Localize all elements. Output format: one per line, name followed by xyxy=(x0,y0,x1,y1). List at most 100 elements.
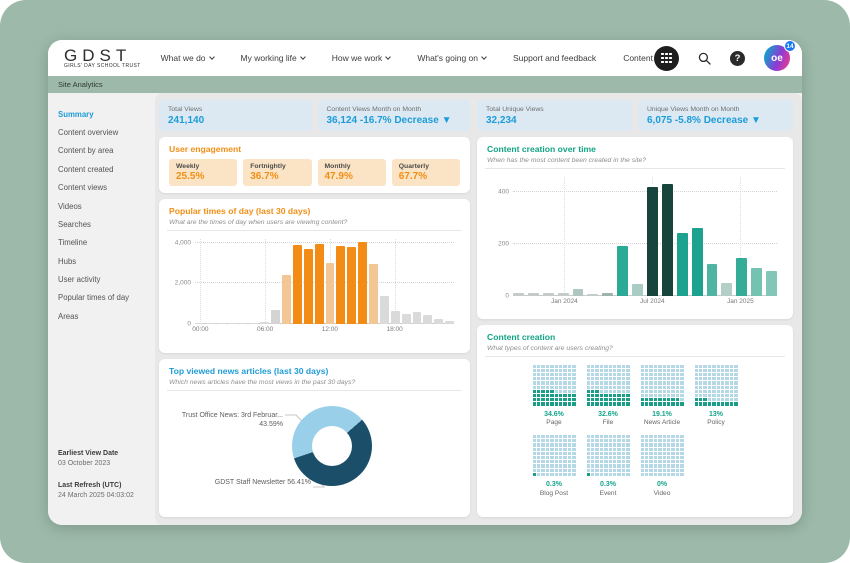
bar-02-00[interactable] xyxy=(216,322,226,324)
bar-13-00[interactable] xyxy=(336,246,346,324)
waffle-cell xyxy=(586,460,590,464)
gdst-logo[interactable]: GDST GIRLS' DAY SCHOOL TRUST xyxy=(64,47,141,69)
bar-jul-2024[interactable] xyxy=(647,186,658,296)
bar-aug-2024[interactable] xyxy=(661,184,673,296)
tile-value: 36.7% xyxy=(250,171,279,182)
sidebar-item-user-activity[interactable]: User activity xyxy=(58,275,101,285)
waffle-cell xyxy=(532,393,536,398)
bar-03-00[interactable] xyxy=(227,322,237,324)
bar-18-00[interactable] xyxy=(390,311,400,324)
bar-jan-2024[interactable] xyxy=(557,292,569,296)
bar-14-00[interactable] xyxy=(347,246,357,324)
waffle-cell xyxy=(608,456,612,460)
waffle-cell xyxy=(644,443,649,447)
bar-10-00[interactable] xyxy=(303,248,313,324)
bar-16-00[interactable] xyxy=(369,263,378,324)
waffle-cell xyxy=(541,377,545,381)
sidebar-item-searches[interactable]: Searches xyxy=(58,219,91,229)
bar-23-00[interactable] xyxy=(445,321,454,324)
bar-20-00[interactable] xyxy=(412,312,422,324)
sidebar-item-popular-times-of-day[interactable]: Popular times of day xyxy=(58,293,130,303)
sidebar-item-content-views[interactable]: Content views xyxy=(58,183,107,193)
bar-01-00[interactable] xyxy=(205,322,215,324)
help-button[interactable]: ? xyxy=(730,50,745,66)
bar-dec-2023[interactable] xyxy=(542,293,554,296)
bar-11-00[interactable] xyxy=(314,243,324,324)
bar-06-00[interactable] xyxy=(260,321,270,324)
waffle-blog-post[interactable]: 0.3% Blog Post xyxy=(531,435,578,497)
waffle-file[interactable]: 32.6% File xyxy=(585,364,632,426)
bar-22-00[interactable] xyxy=(434,319,444,324)
bar-00-00[interactable] xyxy=(195,322,204,324)
bar-19-00[interactable] xyxy=(401,313,411,324)
bar-mar-2024[interactable] xyxy=(587,294,599,296)
waffle-cell xyxy=(545,381,550,385)
bar-08-00[interactable] xyxy=(282,274,291,324)
bar-oct-2023[interactable] xyxy=(513,293,524,296)
bar-jan-2025[interactable] xyxy=(736,258,748,296)
bar-dec-2024[interactable] xyxy=(721,282,733,296)
sidebar-item-areas[interactable]: Areas xyxy=(58,311,79,321)
sidebar-item-timeline[interactable]: Timeline xyxy=(58,238,88,248)
waffle-cell xyxy=(595,368,599,372)
waffle-cell xyxy=(541,464,545,468)
nav-item-my-working-life[interactable]: My working life xyxy=(241,53,306,63)
waffle-news-article[interactable]: 19.1% News Article xyxy=(639,364,686,426)
bar-feb-2025[interactable] xyxy=(751,268,763,296)
waffle-cell xyxy=(658,364,662,368)
sidebar-item-content-by-area[interactable]: Content by area xyxy=(58,146,114,156)
bar-feb-2024[interactable] xyxy=(572,289,584,296)
kpi-card-unique-views-month-on-month: Unique Views Month on Month 6,075 -5.8% D… xyxy=(638,100,793,131)
sidebar-item-content-overview[interactable]: Content overview xyxy=(58,128,119,138)
waffle-cell xyxy=(558,472,563,476)
sidebar-item-hubs[interactable]: Hubs xyxy=(58,256,77,266)
waffle-cell xyxy=(725,398,729,402)
sidebar-item-content-created[interactable]: Content created xyxy=(58,164,114,174)
nav-item-what-s-going-on[interactable]: What's going on xyxy=(417,53,487,63)
waffle-cell xyxy=(671,464,675,468)
bar-05-00[interactable] xyxy=(249,322,259,324)
bar-15-00[interactable] xyxy=(358,241,367,324)
waffle-cell xyxy=(595,464,599,468)
waffle-cell xyxy=(545,377,550,381)
sidebar-item-videos[interactable]: Videos xyxy=(58,201,82,211)
avatar[interactable]: oe 14 xyxy=(764,40,796,71)
bar-nov-2023[interactable] xyxy=(527,293,539,296)
bar-apr-2024[interactable] xyxy=(602,292,614,296)
waffle-cell xyxy=(707,377,712,381)
bar-09-00[interactable] xyxy=(292,244,302,324)
nav-item-content-co[interactable]: Content Co xyxy=(623,53,662,63)
divider xyxy=(167,229,462,231)
nav-item-support-and-feedback[interactable]: Support and feedback xyxy=(513,53,596,63)
waffle-video[interactable]: 0% Video xyxy=(639,435,686,497)
waffle-cell xyxy=(698,385,703,389)
bar-mar-2025[interactable] xyxy=(766,270,778,296)
bar-sep-2024[interactable] xyxy=(676,233,688,296)
bar-17-00[interactable] xyxy=(379,296,389,324)
waffle-cell xyxy=(729,393,734,398)
app-launcher-button[interactable] xyxy=(654,45,679,71)
donut-chart[interactable] xyxy=(292,405,372,486)
waffle-page[interactable]: 34.6% Page xyxy=(531,364,578,426)
waffle-label: Event xyxy=(599,489,617,497)
bar-nov-2024[interactable] xyxy=(706,264,718,296)
waffle-cell xyxy=(550,393,554,398)
bar-21-00[interactable] xyxy=(423,315,433,324)
waffle-cell xyxy=(640,443,644,447)
waffle-cell xyxy=(626,447,630,451)
bar-oct-2024[interactable] xyxy=(691,228,703,296)
waffle-event[interactable]: 0.3% Event xyxy=(585,435,632,497)
waffle-cell xyxy=(612,443,617,447)
bar-04-00[interactable] xyxy=(238,322,248,324)
x-axis-tick-label: 18:00 xyxy=(386,325,403,333)
waffle-policy[interactable]: 13% Policy xyxy=(693,364,740,426)
nav-item-what-we-do[interactable]: What we do xyxy=(161,53,215,63)
search-button[interactable] xyxy=(698,52,711,65)
popular-times-chart: 0 2,000 4,000 00:00 06:00 12:00 18:00 xyxy=(169,237,460,337)
bar-12-00[interactable] xyxy=(325,263,335,324)
bar-07-00[interactable] xyxy=(271,310,280,324)
sidebar-item-summary[interactable]: Summary xyxy=(58,109,94,119)
bar-jun-2024[interactable] xyxy=(632,283,644,296)
nav-item-how-we-work[interactable]: How we work xyxy=(332,53,392,63)
bar-may-2024[interactable] xyxy=(617,246,629,296)
